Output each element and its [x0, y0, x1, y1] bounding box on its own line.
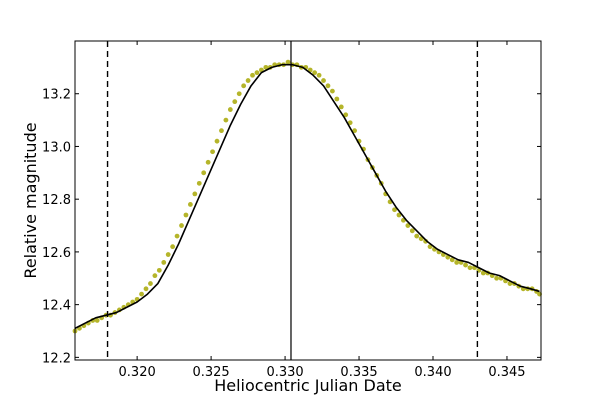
data-point — [405, 223, 411, 228]
data-point — [143, 286, 149, 292]
data-point — [214, 138, 220, 144]
x-axis-label: Heliocentric Julian Date — [214, 376, 402, 395]
y-tick-label: 13.0 — [42, 140, 71, 155]
data-point — [312, 70, 318, 76]
data-point — [343, 112, 349, 118]
data-point — [409, 228, 415, 234]
data-point — [152, 273, 158, 279]
data-point — [414, 233, 420, 239]
plot-frame — [74, 40, 542, 361]
data-point — [245, 78, 251, 83]
data-point — [494, 275, 500, 281]
data-point — [210, 149, 215, 155]
data-point — [148, 281, 153, 286]
x-tick-label: 0.330 — [266, 365, 303, 380]
y-tick-label: 12.2 — [42, 351, 71, 366]
model-fit-line — [74, 63, 540, 330]
data-point — [94, 318, 100, 323]
data-point — [192, 191, 198, 197]
data-point — [316, 72, 322, 78]
data-point — [201, 170, 207, 176]
data-point — [187, 202, 193, 207]
y-axis-label: Relative magnitude — [21, 122, 40, 278]
data-point — [241, 83, 247, 89]
data-point — [334, 96, 340, 102]
data-point — [396, 212, 402, 218]
y-tick-label: 12.4 — [42, 299, 71, 314]
data-point — [392, 207, 397, 213]
data-point — [254, 70, 260, 76]
data-point — [285, 59, 291, 65]
axis-ticks: 0.320 0.325 0.330 0.335 0.340 0.345 12.2 12.4 12… — [42, 41, 541, 380]
data-point — [449, 257, 455, 263]
y-tick-label: 12.6 — [42, 246, 71, 261]
y-tick-label: 13.2 — [42, 88, 71, 103]
data-point — [338, 104, 344, 110]
data-point — [196, 180, 202, 186]
data-point — [156, 267, 162, 273]
reference-lines — [106, 41, 479, 360]
x-tick-label: 0.340 — [414, 365, 451, 380]
data-point — [227, 107, 233, 112]
data-point — [183, 212, 189, 218]
x-tick-label: 0.345 — [488, 365, 525, 380]
x-tick-label: 0.325 — [192, 365, 229, 380]
data-point — [250, 72, 255, 78]
data-point — [232, 99, 238, 105]
data-point — [223, 117, 229, 123]
data-point — [139, 291, 144, 297]
data-point — [467, 265, 473, 271]
data-point — [219, 128, 224, 134]
data-point — [321, 78, 326, 83]
y-tick-label: 12.8 — [42, 193, 71, 208]
x-tick-label: 0.320 — [119, 365, 156, 380]
data-point — [352, 128, 357, 134]
data-point — [454, 260, 460, 265]
data-point — [330, 88, 335, 94]
data-point — [463, 262, 468, 268]
data-point — [205, 159, 211, 165]
data-point — [174, 233, 180, 239]
data-point — [325, 83, 331, 89]
data-point — [161, 260, 167, 265]
x-tick-label: 0.335 — [340, 365, 377, 380]
data-point — [179, 223, 184, 228]
data-point — [170, 244, 176, 250]
data-point — [480, 270, 486, 276]
data-point — [236, 91, 242, 97]
data-point — [347, 120, 353, 126]
data-point — [263, 64, 269, 70]
data-point — [165, 252, 171, 257]
